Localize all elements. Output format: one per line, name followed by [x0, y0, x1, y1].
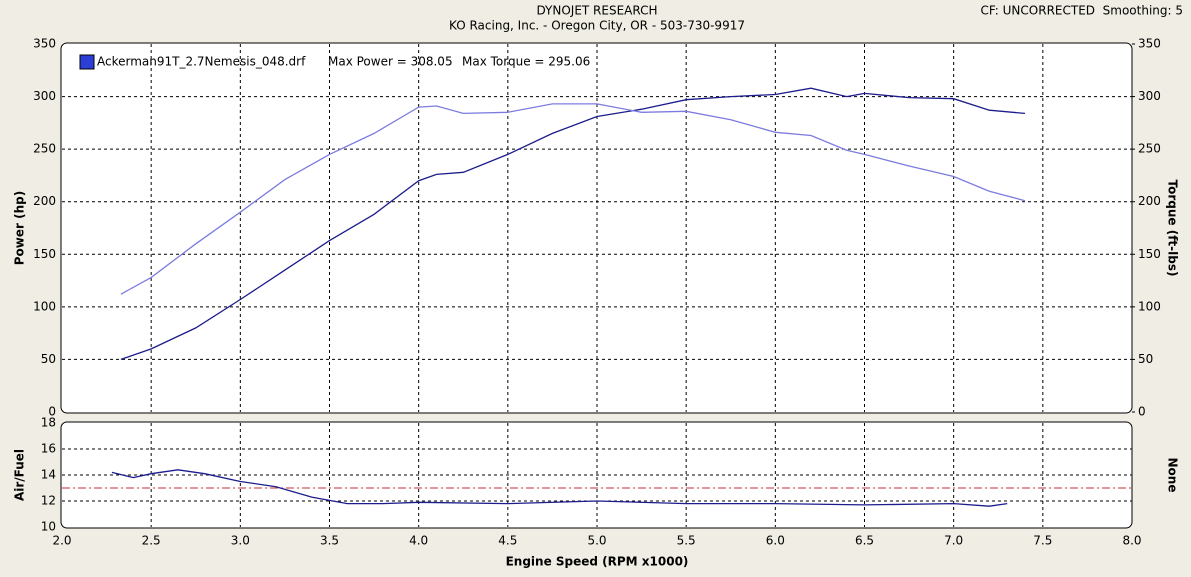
- series-line: [120, 103, 1026, 295]
- y-tick-label: 300: [33, 89, 56, 103]
- y-tick-label: 350: [33, 37, 56, 51]
- x-tick-label: 4.5: [498, 534, 517, 548]
- y2-tick-label: 350: [1138, 37, 1161, 51]
- y2-tick-label: 200: [1138, 194, 1161, 208]
- x-tick-label: 8.0: [1122, 534, 1141, 548]
- y-tick-label: 0: [48, 405, 56, 419]
- y2-tick-label: 50: [1138, 352, 1153, 366]
- y-tick-label: 14: [41, 468, 56, 482]
- y2-tick-label: 250: [1138, 142, 1161, 156]
- series-line: [111, 469, 1008, 507]
- x-tick-label: 2.0: [52, 534, 71, 548]
- y-axis-title: Power (hp): [13, 191, 27, 265]
- legend-max-power: Max Power = 308.05: [328, 55, 453, 69]
- x-tick-label: 7.0: [944, 534, 963, 548]
- x-tick-label: 5.5: [677, 534, 696, 548]
- series-line: [120, 87, 1026, 361]
- legend-max-torque: Max Torque = 295.06: [462, 55, 590, 69]
- y-axis-title: Air/Fuel: [13, 449, 27, 501]
- header-title: DYNOJET RESEARCH: [536, 4, 657, 18]
- y2-tick-label: 0: [1138, 405, 1146, 419]
- legend-file: Ackerman91T_2.7Nemesis_048.drf: [97, 55, 306, 69]
- header-subtitle: KO Racing, Inc. - Oregon City, OR - 503-…: [449, 19, 745, 33]
- y-tick-label: 150: [33, 247, 56, 261]
- x-tick-label: 6.0: [766, 534, 785, 548]
- x-tick-label: 3.0: [231, 534, 250, 548]
- y2-tick-label: 150: [1138, 247, 1161, 261]
- y2-axis-title: None: [1166, 458, 1180, 493]
- y2-tick-label: 100: [1138, 299, 1161, 313]
- x-tick-label: 7.5: [1033, 534, 1052, 548]
- y2-tick-label: 300: [1138, 89, 1161, 103]
- header-settings: CF: UNCORRECTED Smoothing: 5: [980, 4, 1183, 18]
- y2-axis-title: Torque (ft-lbs): [1166, 180, 1180, 277]
- x-tick-label: 2.5: [142, 534, 161, 548]
- y-tick-label: 16: [41, 442, 56, 456]
- y-tick-label: 50: [41, 352, 56, 366]
- y-tick-label: 100: [33, 299, 56, 313]
- x-tick-label: 3.5: [320, 534, 339, 548]
- x-axis-title: Engine Speed (RPM x1000): [506, 555, 689, 569]
- legend-swatch: [79, 54, 95, 70]
- x-tick-label: 4.0: [409, 534, 428, 548]
- x-tick-label: 6.5: [855, 534, 874, 548]
- y-tick-label: 200: [33, 194, 56, 208]
- y-tick-label: 12: [41, 494, 56, 508]
- y-tick-label: 250: [33, 142, 56, 156]
- y-tick-label: 10: [41, 520, 56, 534]
- x-tick-label: 5.0: [587, 534, 606, 548]
- y-tick-label: 18: [41, 416, 56, 430]
